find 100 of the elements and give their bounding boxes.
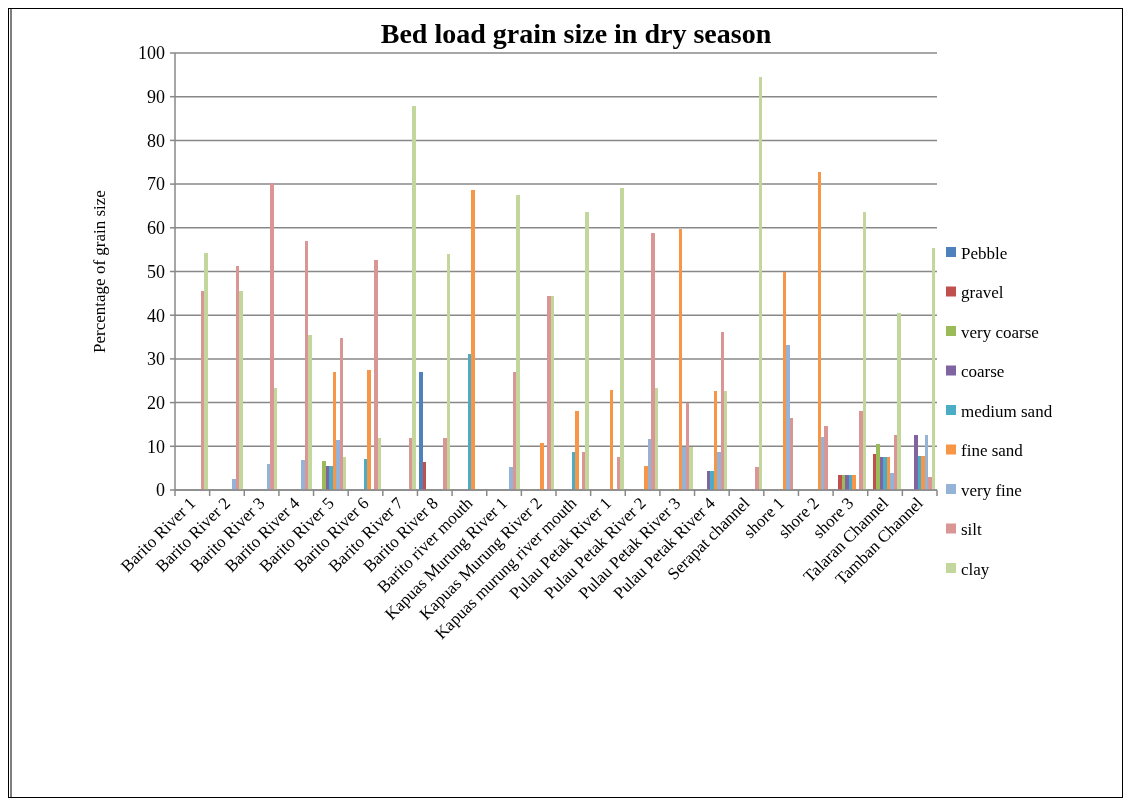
bar	[620, 187, 624, 490]
y-tick-label: 80	[147, 130, 165, 151]
y-tick-label: 30	[147, 349, 165, 370]
bar	[447, 254, 450, 490]
bar	[755, 467, 759, 490]
bar	[783, 272, 786, 490]
bar	[367, 369, 371, 490]
bar	[364, 458, 367, 490]
bar	[644, 465, 648, 490]
chart-title: Bed load grain size in dry season	[380, 18, 772, 49]
bar	[412, 105, 416, 490]
bar	[201, 290, 204, 490]
bar	[610, 389, 613, 490]
bar	[575, 411, 579, 490]
bar	[914, 435, 918, 490]
bar	[818, 171, 821, 490]
bar	[547, 296, 551, 490]
bar	[894, 434, 897, 490]
bar	[270, 183, 274, 490]
bar	[378, 437, 381, 490]
y-tick-label: 10	[147, 436, 165, 457]
bar	[863, 212, 866, 490]
bar	[721, 331, 724, 490]
bar	[239, 290, 243, 490]
bar	[336, 439, 340, 490]
bar	[821, 436, 824, 490]
bar	[419, 372, 423, 490]
bar	[374, 259, 378, 490]
bar	[710, 471, 714, 490]
bar	[883, 457, 887, 490]
bar	[301, 459, 305, 490]
y-tick-label: 0	[156, 480, 165, 501]
bar	[236, 265, 239, 490]
bar	[471, 190, 475, 490]
bar	[326, 465, 329, 490]
bar	[918, 455, 921, 490]
bar	[648, 439, 651, 490]
bar	[582, 451, 585, 490]
y-tick-label: 50	[147, 261, 165, 282]
bar	[516, 195, 520, 490]
bar	[859, 411, 863, 490]
bar	[890, 472, 894, 490]
bar	[759, 77, 762, 490]
bar	[849, 475, 852, 490]
bar	[308, 334, 312, 490]
y-tick-label: 40	[147, 305, 165, 326]
bar	[274, 388, 277, 490]
legend-label: very fine	[961, 480, 1022, 500]
bar	[617, 457, 620, 490]
bar	[824, 425, 828, 490]
bar	[333, 372, 336, 490]
bar	[845, 475, 849, 490]
bar	[724, 391, 727, 490]
bar	[932, 247, 935, 490]
bar	[572, 451, 575, 490]
bar	[897, 313, 901, 490]
bar	[717, 451, 721, 490]
legend-label: medium sand	[961, 401, 1053, 421]
bar	[267, 463, 270, 490]
bar	[305, 240, 308, 490]
bar	[343, 456, 346, 490]
bar	[887, 457, 890, 490]
legend-label: clay	[961, 559, 990, 579]
y-tick-label: 100	[138, 43, 165, 64]
legend-label: fine sand	[961, 441, 1024, 461]
bar	[655, 387, 658, 490]
y-tick-label: 60	[147, 218, 165, 239]
legend-label: gravel	[961, 283, 1004, 303]
legend-label: Pebble	[961, 243, 1008, 263]
bar	[513, 372, 516, 490]
bar	[921, 455, 925, 490]
legend-label: silt	[961, 520, 983, 540]
bar	[551, 296, 554, 490]
bar	[340, 338, 343, 490]
bar	[786, 344, 790, 490]
bar	[876, 444, 880, 490]
bar	[852, 475, 856, 490]
legend-label: very coarse	[961, 322, 1039, 342]
y-tick-label: 90	[147, 87, 165, 107]
bar	[873, 453, 876, 490]
bar	[468, 354, 471, 490]
bar	[509, 467, 513, 490]
bar	[925, 435, 928, 490]
bar	[322, 461, 326, 490]
bar	[682, 446, 686, 490]
bar	[838, 475, 842, 490]
bar	[329, 465, 333, 490]
bar	[880, 457, 883, 490]
bar	[842, 475, 845, 490]
bar	[204, 253, 208, 490]
bar	[714, 391, 717, 490]
y-axis-title: Percentage of grain size	[90, 190, 109, 353]
bar	[686, 403, 689, 490]
bar	[409, 438, 412, 490]
bar	[790, 417, 793, 490]
bar	[928, 477, 932, 490]
y-tick-label: 20	[147, 392, 165, 413]
y-tick-label: 70	[147, 174, 165, 195]
bar	[689, 446, 693, 490]
bar	[707, 471, 710, 490]
